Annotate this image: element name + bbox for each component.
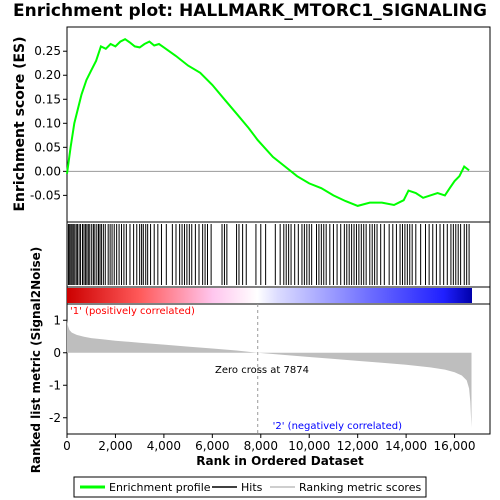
metric-y-tick-label: -2 [49, 411, 61, 425]
metric-y-axis: 1 0 -1 -2 [49, 313, 67, 425]
es-y-tick-label: 0.20 [34, 68, 61, 82]
es-y-tick-label: 0.00 [34, 164, 61, 178]
metric-x-axis-label: Rank in Ordered Dataset [196, 454, 364, 468]
metric-x-tick-label: 16,000 [434, 439, 476, 453]
metric-y-tick-label: 0 [53, 346, 61, 360]
legend-enrichment-label: Enrichment profile [109, 481, 211, 494]
zero-cross-label: Zero cross at 7874 [215, 365, 309, 376]
negative-correlation-label: '2' (negatively correlated) [273, 421, 402, 432]
metric-y-axis-label: Ranked list metric (Signal2Noise) [29, 247, 43, 474]
metric-x-tick-label: 10,000 [288, 439, 330, 453]
es-y-tick-label: 0.15 [34, 92, 61, 106]
metric-x-tick-label: 14,000 [385, 439, 427, 453]
es-y-tick-label: 0.10 [34, 116, 61, 130]
ranking-metric-area [67, 320, 472, 428]
legend-ranking-label: Ranking metric scores [299, 481, 421, 494]
metric-x-tick-label: 0 [63, 439, 71, 453]
es-y-axis-label: Enrichment score (ES) [12, 36, 28, 211]
positive-correlation-label: '1' (positively correlated) [70, 306, 195, 317]
metric-x-axis: 0 2,000 4,000 6,000 8,000 10,000 12,000 14,000 1… [63, 434, 476, 453]
legend-hits-label: Hits [241, 481, 263, 494]
es-y-axis: 0.25 0.20 0.15 0.10 0.05 0.00 -0.05 [30, 44, 67, 202]
hits-rug [67, 224, 470, 285]
rank-color-gradient [67, 288, 472, 303]
es-y-tick-label: -0.05 [30, 188, 61, 202]
metric-y-tick-label: -1 [49, 378, 61, 392]
hits-panel-frame [66, 221, 491, 288]
metric-panel-frame [66, 303, 491, 435]
es-panel-frame [66, 26, 491, 223]
enrichment-profile-line [66, 38, 470, 207]
es-y-tick-label: 0.05 [34, 140, 61, 154]
metric-x-tick-label: 6,000 [195, 439, 229, 453]
es-y-tick-label: 0.25 [34, 44, 61, 58]
metric-x-tick-label: 12,000 [337, 439, 379, 453]
legend-box [73, 476, 427, 498]
plot-title: Enrichment plot: HALLMARK_MTORC1_SIGNALI… [12, 1, 487, 21]
metric-y-tick-label: 1 [53, 313, 61, 327]
metric-x-tick-label: 4,000 [147, 439, 181, 453]
metric-x-tick-label: 8,000 [244, 439, 278, 453]
metric-x-tick-label: 2,000 [98, 439, 132, 453]
